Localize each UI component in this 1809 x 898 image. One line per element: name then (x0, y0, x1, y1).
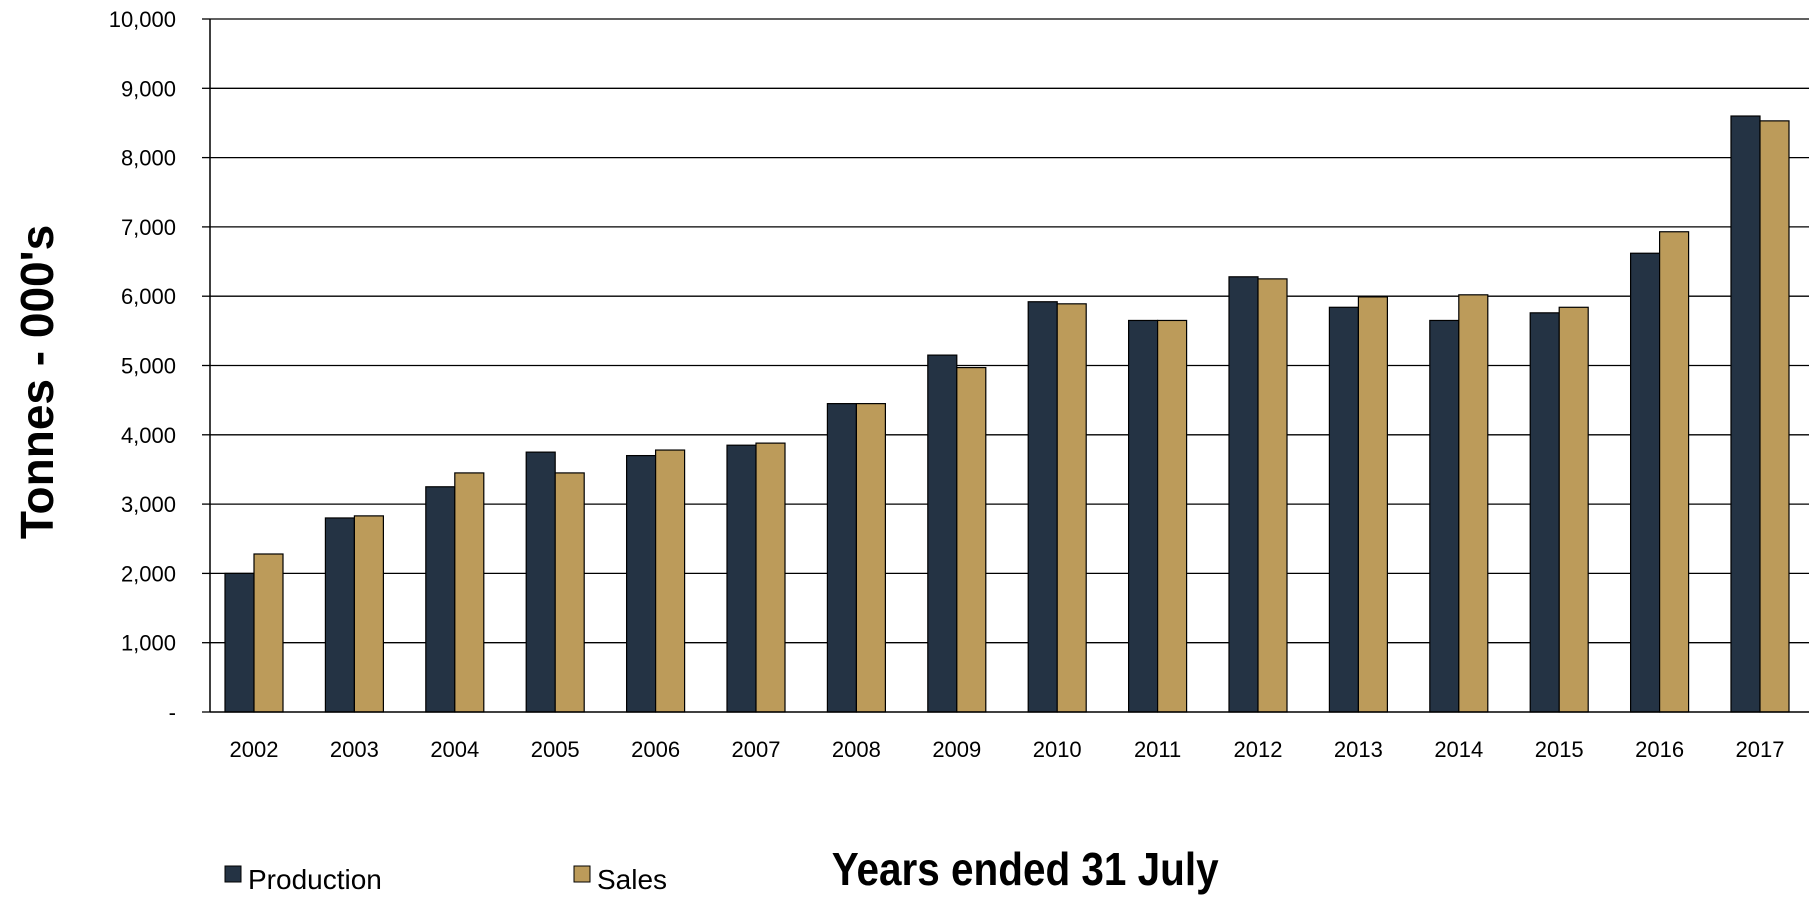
bar-sales-2002 (253, 553, 284, 713)
y-tick-label: - (169, 700, 176, 725)
y-tick-label: 6,000 (121, 284, 176, 309)
x-tick-label: 2014 (1434, 737, 1483, 762)
legend-label-sales: Sales (597, 864, 667, 895)
bar-production-2014 (1429, 319, 1460, 713)
bar-sales-2015 (1558, 306, 1589, 713)
bar-production-2013 (1328, 306, 1360, 713)
bar-production-2012 (1228, 276, 1259, 713)
bar-sales-2006 (654, 449, 686, 713)
x-tick-label: 2016 (1635, 737, 1684, 762)
bar-production-2008 (826, 403, 858, 713)
y-tick-label: 4,000 (121, 423, 176, 448)
legend: Production Sales (224, 864, 667, 895)
x-axis-ticks: 2002 2003 2004 2005 2006 2007 2008 2009 2010 2011… (230, 737, 1785, 762)
bar-sales-2010 (1056, 303, 1087, 713)
bar-production-2010 (1027, 301, 1058, 713)
bar-sales-2009 (956, 366, 987, 713)
y-axis-ticks: - 1,000 2,000 3,000 4,000 5,000 6,000 7,000 8,00… (109, 7, 210, 725)
y-tick-label: 10,000 (109, 7, 176, 32)
x-tick-label: 2010 (1033, 737, 1082, 762)
y-tick-label: 5,000 (121, 354, 176, 379)
bar-production-2004 (425, 486, 456, 713)
bar-production-2015 (1529, 312, 1560, 713)
bar-sales-2013 (1357, 296, 1389, 713)
y-tick-label: 2,000 (121, 561, 176, 586)
y-axis-label: Tonnes - 000's (11, 225, 63, 539)
x-tick-label: 2006 (631, 737, 680, 762)
y-tick-label: 7,000 (121, 215, 176, 240)
x-tick-label: 2004 (430, 737, 479, 762)
bar-sales-2003 (353, 515, 384, 713)
bar-production-2003 (324, 517, 355, 713)
x-tick-label: 2012 (1234, 737, 1283, 762)
x-tick-label: 2008 (832, 737, 881, 762)
bar-sales-2017 (1759, 120, 1790, 713)
bar-production-2002 (224, 572, 255, 713)
x-tick-label: 2017 (1736, 737, 1785, 762)
bars (224, 115, 1790, 713)
y-tick-label: 8,000 (121, 146, 176, 171)
bar-production-2007 (726, 444, 757, 713)
bar-production-2017 (1730, 115, 1761, 713)
bar-production-2005 (525, 451, 556, 713)
bar-sales-2007 (755, 442, 786, 713)
x-tick-label: 2011 (1134, 737, 1181, 762)
legend-label-production: Production (248, 864, 382, 895)
x-tick-label: 2013 (1334, 737, 1383, 762)
x-tick-label: 2005 (531, 737, 580, 762)
x-tick-label: 2002 (230, 737, 279, 762)
y-tick-label: 9,000 (121, 76, 176, 101)
bar-production-2016 (1629, 252, 1661, 713)
bar-sales-2005 (554, 472, 585, 713)
legend-swatch-sales (573, 865, 591, 883)
y-tick-label: 3,000 (121, 492, 176, 517)
bar-sales-2014 (1458, 294, 1489, 713)
bar-sales-2004 (454, 472, 485, 713)
x-tick-label: 2009 (932, 737, 981, 762)
x-tick-label: 2007 (732, 737, 781, 762)
legend-swatch-production (224, 865, 242, 883)
y-tick-label: 1,000 (121, 631, 176, 656)
bar-sales-2016 (1658, 231, 1690, 713)
x-tick-label: 2003 (330, 737, 379, 762)
bar-sales-2011 (1156, 319, 1188, 713)
bar-sales-2008 (855, 403, 887, 713)
x-axis-label: Years ended 31 July (832, 845, 1219, 896)
bar-production-2011 (1127, 319, 1159, 713)
bar-production-2009 (927, 354, 958, 713)
bar-production-2006 (625, 454, 657, 713)
bar-sales-2012 (1257, 278, 1288, 713)
x-tick-label: 2015 (1535, 737, 1584, 762)
